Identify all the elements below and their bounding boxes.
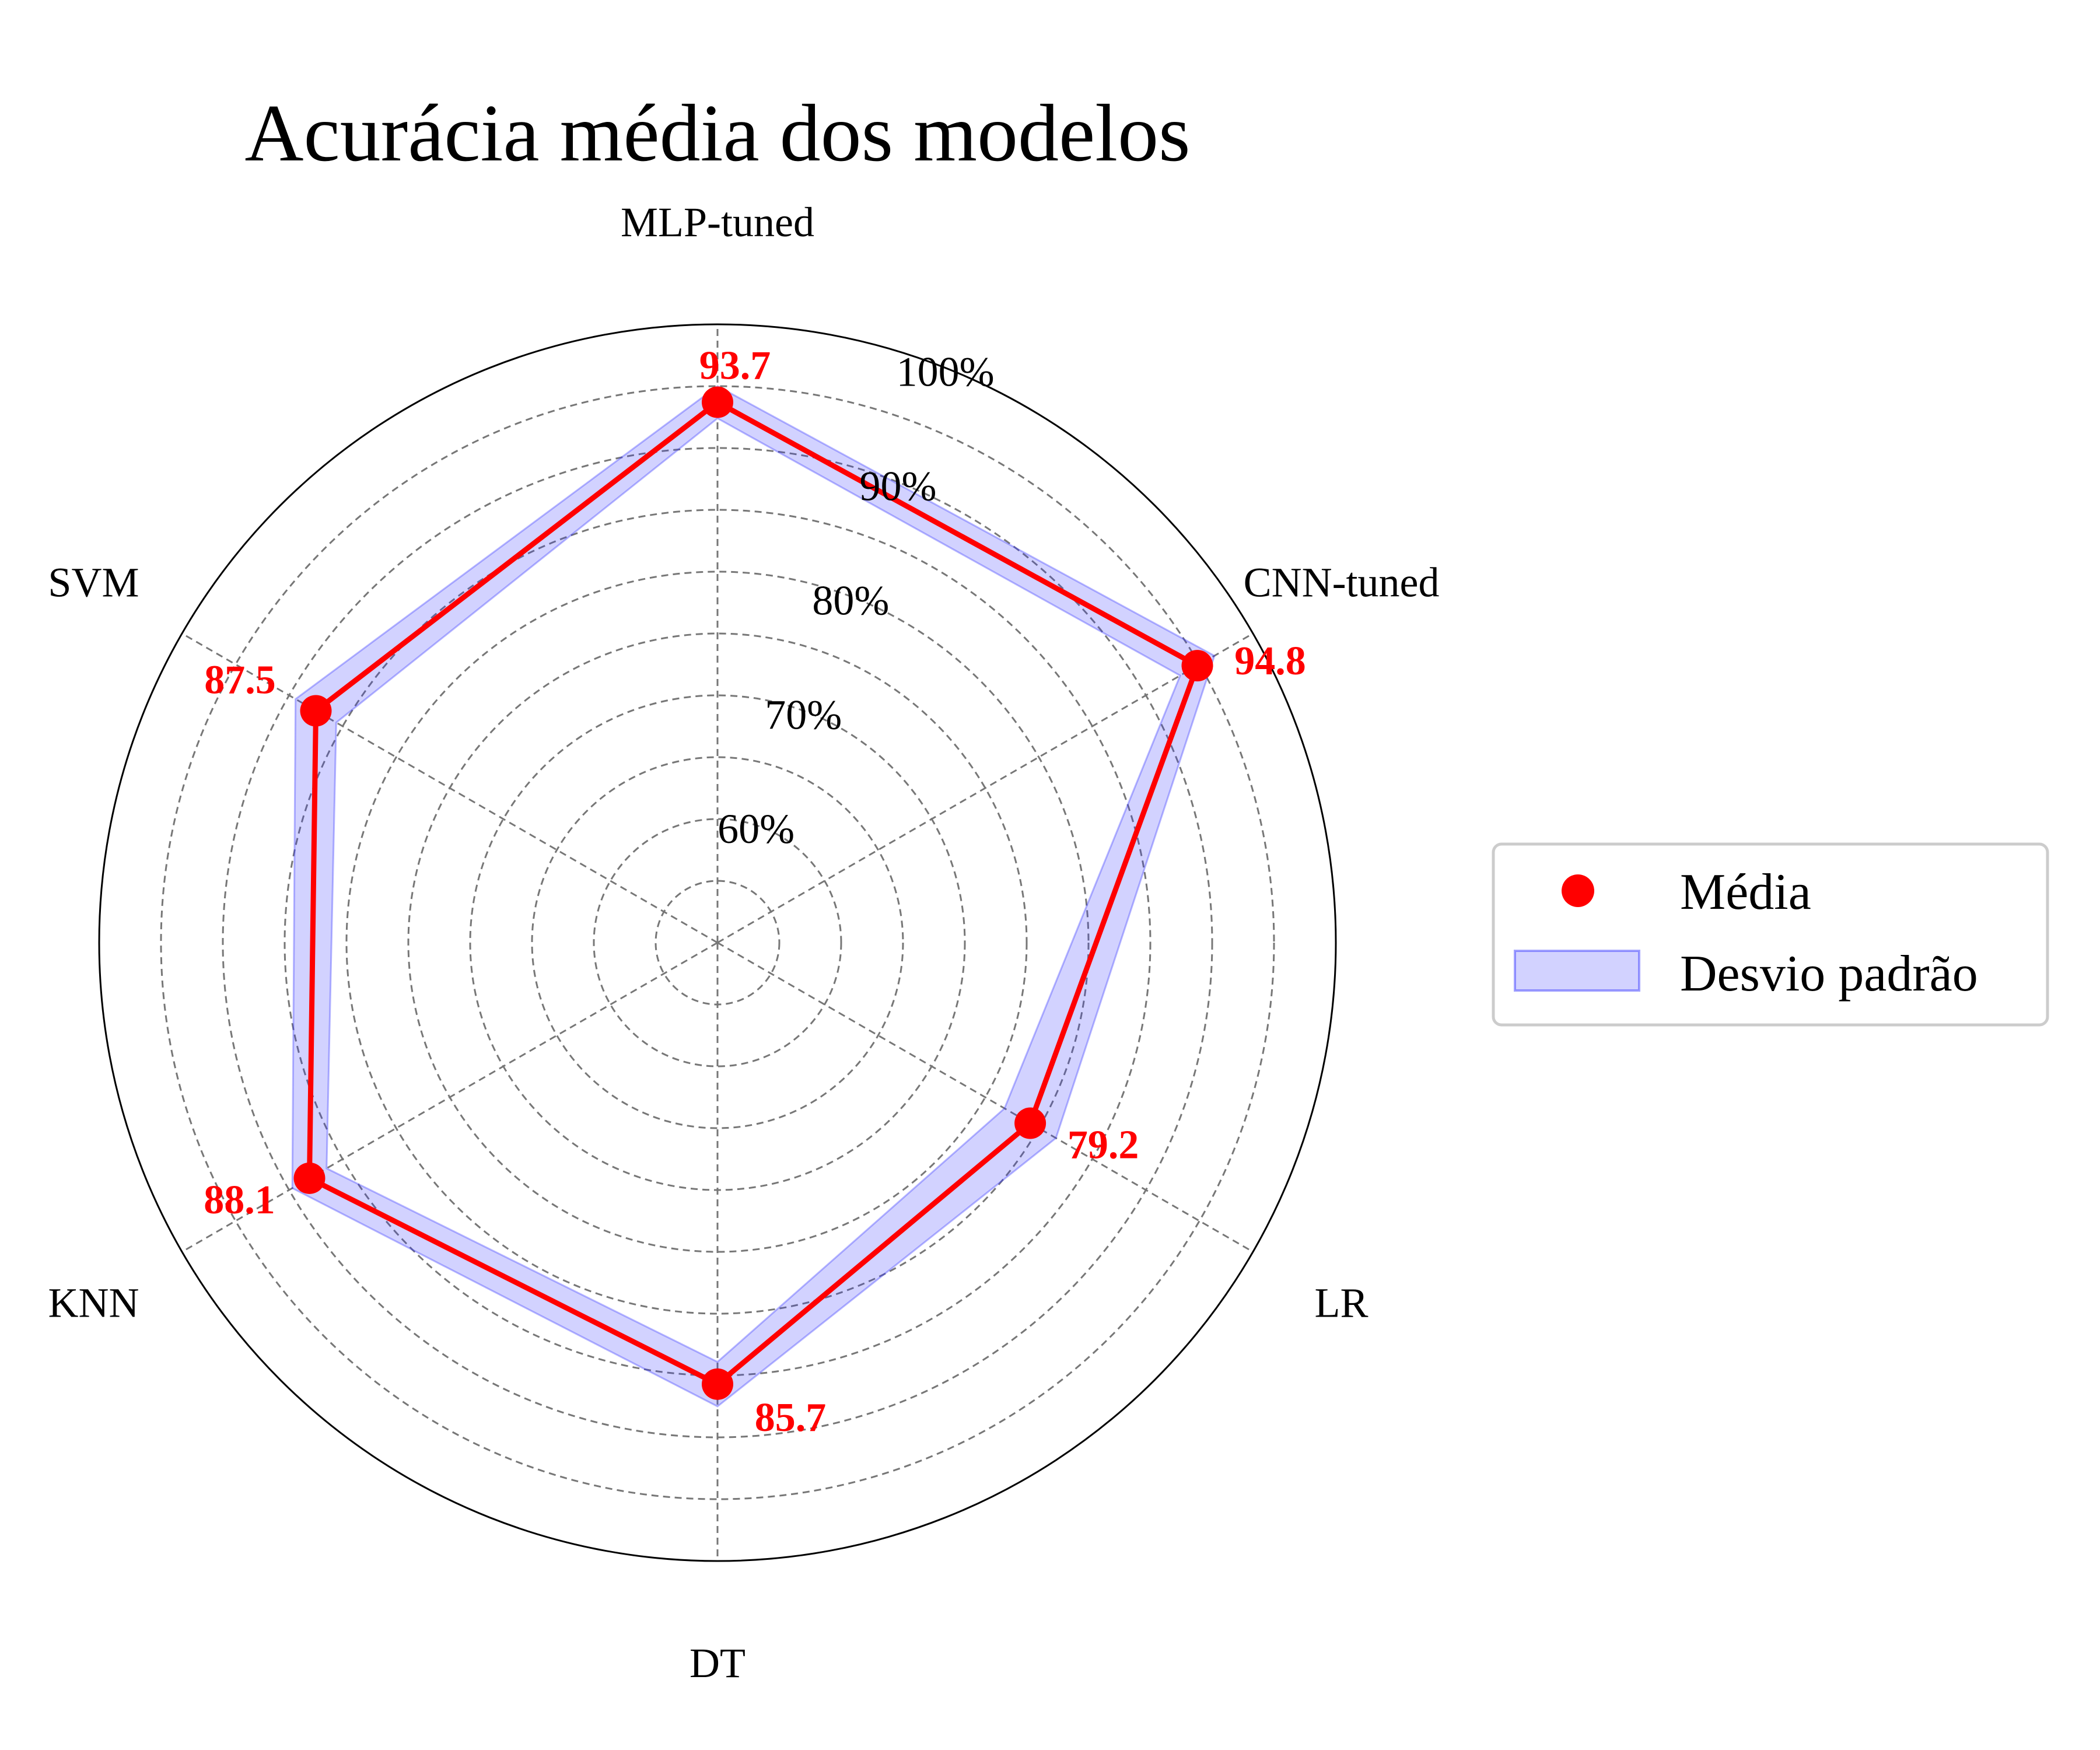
std-band [291, 385, 1216, 1408]
grid-ring [593, 818, 842, 1068]
category-label-svm: SVM [48, 559, 139, 606]
grid-spoke [717, 632, 1254, 944]
category-label-cnn-tuned: CNN-tuned [1244, 559, 1440, 606]
chart-title: Acurácia média dos modelos [244, 88, 1190, 178]
mean-point-dt [702, 1368, 733, 1400]
mean-point-cnn-tuned [1181, 650, 1213, 682]
grid-spoke [181, 942, 718, 1253]
category-label-mlp-tuned: MLP-tuned [621, 199, 814, 246]
grid-ring [531, 756, 904, 1129]
std-band-area [291, 385, 1216, 1408]
legend-label-desvio: Desvio padrão [1680, 946, 1978, 1002]
category-label-knn: KNN [48, 1280, 139, 1326]
labels: MLP-tuned CNN-tuned LR DT KNN SVM 60% 70% 80% 90%… [48, 199, 1439, 1686]
grid-ring [407, 632, 1028, 1253]
legend-marker-media [1562, 874, 1594, 907]
value-label-cnn-tuned: 94.8 [1234, 639, 1306, 684]
value-label-dt: 85.7 [755, 1395, 827, 1440]
grid-spoke [717, 942, 1254, 1253]
legend-label-media: Média [1680, 864, 1811, 921]
r-tick-label: 100% [897, 349, 995, 396]
legend-swatch-desvio [1514, 950, 1640, 992]
mean-point-mlp-tuned [702, 386, 733, 418]
legend-frame [1492, 842, 2049, 1027]
grid-ring [345, 570, 1090, 1315]
mean-point-knn [293, 1162, 326, 1194]
category-label-dt: DT [690, 1640, 746, 1686]
grid-ring [160, 385, 1275, 1500]
grid-spoke [181, 632, 718, 944]
r-tick-label: 60% [718, 806, 794, 852]
mean-series [293, 386, 1213, 1400]
r-tick-label: 90% [860, 463, 937, 510]
mean-point-svm [300, 695, 332, 727]
grid [98, 323, 1337, 1562]
category-label-lr: LR [1315, 1280, 1368, 1326]
value-label-lr: 79.2 [1068, 1123, 1139, 1168]
value-label-mlp-tuned: 93.7 [699, 344, 771, 388]
value-label-knn: 88.1 [204, 1178, 275, 1223]
r-tick-label: 80% [812, 577, 889, 624]
r-tick-label: 70% [765, 691, 842, 738]
value-label-svm: 87.5 [204, 658, 276, 703]
mean-point-lr [1014, 1107, 1046, 1139]
outer-frame [98, 323, 1337, 1562]
legend: Média Desvio padrão [1492, 842, 2049, 1027]
